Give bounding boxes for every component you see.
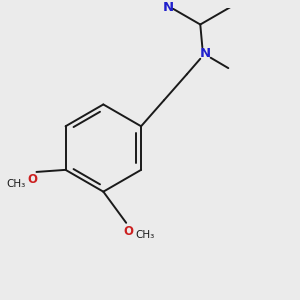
Text: O: O xyxy=(27,173,37,186)
Text: O: O xyxy=(123,225,133,238)
Text: N: N xyxy=(200,47,211,60)
Text: CH₃: CH₃ xyxy=(135,230,154,240)
Text: N: N xyxy=(163,2,174,14)
Text: CH₃: CH₃ xyxy=(6,179,26,189)
